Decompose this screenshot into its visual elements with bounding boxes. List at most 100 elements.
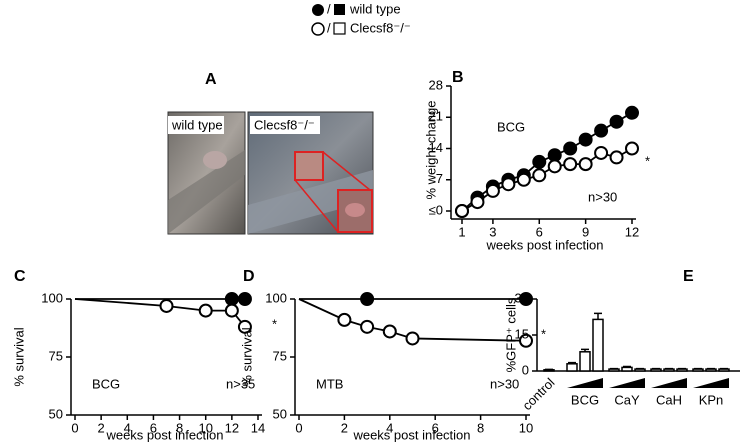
x-tick-label: 12: [625, 224, 639, 239]
data-point: [382, 324, 397, 339]
legend-marker: [311, 22, 325, 36]
x-tick-label: CaY: [614, 392, 640, 407]
error-bar: [568, 361, 576, 364]
photo-detail: [203, 151, 227, 169]
photo-panel: A wild type Clecsf8⁻/⁻: [167, 71, 374, 235]
photo-detail: [248, 170, 373, 234]
data-point: [455, 204, 469, 218]
y-axis-label: %GFP⁺ cells: [503, 297, 518, 372]
data-point: [578, 132, 593, 147]
legend-marker: [333, 22, 346, 35]
photo-label: Clecsf8⁻/⁻: [254, 117, 315, 132]
x-tick-label: 4: [124, 420, 131, 435]
photo-detail: [168, 150, 245, 234]
data-point: [625, 141, 639, 156]
data-point: [501, 177, 516, 192]
bar: [692, 368, 704, 372]
significance: *: [272, 316, 277, 331]
data-point: [519, 333, 533, 348]
x-tick-label: 6: [536, 224, 543, 239]
y-tick-label: 15: [515, 326, 529, 341]
zoom-line: [294, 179, 339, 233]
photo-label: wild type: [171, 117, 223, 132]
n-label: n>30: [588, 189, 617, 204]
legend: / wild type / Clecsf8⁻/⁻: [311, 1, 411, 36]
x-tick-label: 2: [98, 420, 105, 435]
data-point: [563, 141, 578, 156]
x-tick-label: 14: [251, 420, 265, 435]
x-tick-label: control: [519, 375, 557, 413]
n-label: n>35: [226, 376, 255, 391]
data-point: [337, 312, 352, 327]
series-line: [74, 298, 246, 328]
data-point: [360, 319, 375, 334]
data-point: [237, 292, 252, 306]
y-axis-label: % survival: [11, 327, 26, 386]
panel-label: B: [452, 69, 464, 86]
error-bar: [623, 365, 631, 368]
photo-detail: [345, 203, 365, 217]
data-point: [159, 298, 174, 313]
data-point: [224, 292, 239, 306]
dose-wedge: [567, 378, 603, 388]
legend-label: Clecsf8⁻/⁻: [350, 20, 411, 35]
y-tick-label: 30: [515, 290, 529, 305]
x-tick-label: 6: [150, 420, 157, 435]
bar: [608, 368, 620, 372]
bar: [650, 368, 662, 372]
error-bar: [581, 348, 589, 352]
x-tick-label: 9: [582, 224, 589, 239]
error-bar: [594, 312, 602, 320]
data-point: [547, 159, 562, 174]
x-tick-label: 3: [489, 224, 496, 239]
data-point: [198, 303, 213, 318]
x-tick-label: 8: [477, 420, 484, 435]
x-tick-label: 10: [519, 420, 533, 435]
y-axis-label: % weight change: [423, 100, 438, 199]
x-tick-label: 6: [432, 420, 439, 435]
panel-label: E: [683, 268, 694, 285]
bar: [621, 366, 633, 372]
y-tick-label: 100: [41, 290, 63, 305]
x-tick-label: 8: [176, 420, 183, 435]
y-tick-label: 75: [49, 348, 63, 363]
significance: *: [541, 326, 546, 341]
annotation: BCG: [497, 119, 525, 134]
photo-highlight: [294, 151, 324, 181]
y-tick-label: 21: [429, 109, 443, 124]
data-point: [532, 168, 547, 183]
data-point: [594, 123, 609, 138]
dose-wedge: [609, 378, 645, 388]
data-point: [516, 172, 531, 187]
annotation: BCG: [92, 376, 120, 391]
y-axis-label: % survival: [239, 327, 254, 386]
zoom-line: [322, 151, 371, 191]
significance: *: [645, 153, 650, 168]
data-point: [563, 157, 578, 172]
y-tick-label: 100: [265, 290, 287, 305]
data-point: [609, 114, 624, 129]
data-point: [625, 105, 639, 120]
x-tick-label: 0: [295, 420, 302, 435]
legend-label: wild type: [349, 1, 401, 16]
data-point: [485, 183, 500, 198]
data-point: [578, 157, 593, 172]
y-tick-label: 14: [429, 140, 443, 155]
x-tick-label: 0: [71, 420, 78, 435]
legend-marker: [312, 4, 324, 16]
dose-wedge: [693, 378, 729, 388]
annotation: MTB: [316, 376, 343, 391]
y-tick-label: 50: [273, 406, 287, 421]
bar: [705, 368, 717, 372]
panel-label: D: [243, 268, 255, 285]
legend-marker: [334, 4, 345, 15]
data-point: [532, 154, 547, 169]
y-tick-label: 0: [522, 362, 529, 377]
y-tick-label: 50: [49, 406, 63, 421]
x-axis-label: weeks post infection: [485, 237, 603, 252]
data-point: [224, 303, 239, 318]
bar: [566, 363, 578, 372]
bar: [634, 368, 646, 372]
dose-wedge: [651, 378, 687, 388]
